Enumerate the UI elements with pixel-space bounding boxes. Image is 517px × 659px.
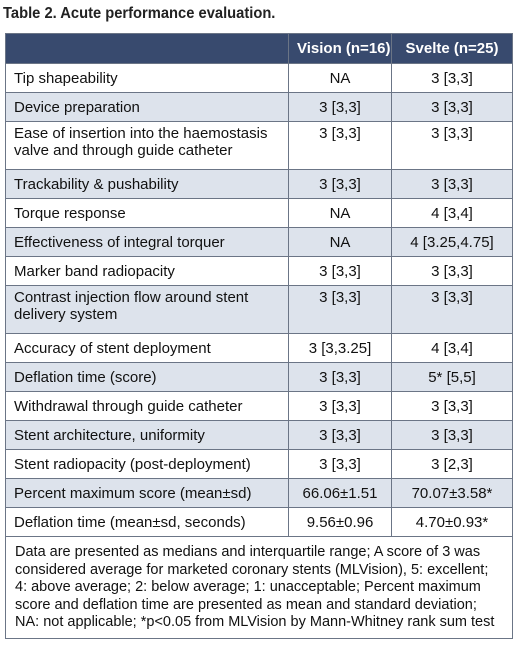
row-label: Stent architecture, uniformity <box>5 420 289 450</box>
svelte-value: 3 [3,3] <box>391 169 513 199</box>
table-row: Effectiveness of integral torquer NA 4 [… <box>5 227 513 257</box>
row-label: Accuracy of stent deployment <box>5 333 289 363</box>
row-label: Stent radiopacity (post-deployment) <box>5 449 289 479</box>
svelte-value: 3 [3,3] <box>391 256 513 286</box>
table-row: Deflation time (score) 3 [3,3] 5* [5,5] <box>5 362 513 392</box>
svelte-value: 3 [3,3] <box>391 92 513 122</box>
vision-value: 3 [3,3.25] <box>288 333 392 363</box>
table-row: Contrast injection flow around stent del… <box>5 285 513 334</box>
svelte-value: 3 [3,3] <box>391 63 513 93</box>
vision-value: 3 [3,3] <box>288 420 392 450</box>
vision-value: NA <box>288 63 392 93</box>
table-title: Table 2. Acute performance evaluation. <box>3 5 276 22</box>
vision-value: 3 [3,3] <box>288 121 392 170</box>
svelte-value: 4.70±0.93* <box>391 507 513 537</box>
table-row: Accuracy of stent deployment 3 [3,3.25] … <box>5 333 513 363</box>
vision-value: 3 [3,3] <box>288 92 392 122</box>
svelte-value: 3 [3,3] <box>391 420 513 450</box>
table-row: Tip shapeability NA 3 [3,3] <box>5 63 513 93</box>
table-row: Stent radiopacity (post-deployment) 3 [3… <box>5 449 513 479</box>
svelte-value: 4 [3,4] <box>391 198 513 228</box>
table-row: Torque response NA 4 [3,4] <box>5 198 513 228</box>
vision-value: 3 [3,3] <box>288 285 392 334</box>
table-row: Stent architecture, uniformity 3 [3,3] 3… <box>5 420 513 450</box>
vision-value: 3 [3,3] <box>288 169 392 199</box>
svelte-value: 70.07±3.58* <box>391 478 513 508</box>
row-label: Contrast injection flow around stent del… <box>5 285 289 334</box>
table-row: Trackability & pushability 3 [3,3] 3 [3,… <box>5 169 513 199</box>
vision-value: NA <box>288 198 392 228</box>
table-row: Percent maximum score (mean±sd) 66.06±1.… <box>5 478 513 508</box>
row-label: Device preparation <box>5 92 289 122</box>
row-label: Deflation time (mean±sd, seconds) <box>5 507 289 537</box>
performance-table: Vision (n=16) Svelte (n=25) Tip shapeabi… <box>5 33 513 639</box>
svelte-value: 3 [3,3] <box>391 391 513 421</box>
header-vision: Vision (n=16) <box>288 33 392 64</box>
svelte-value: 3 [2,3] <box>391 449 513 479</box>
table-row: Withdrawal through guide catheter 3 [3,3… <box>5 391 513 421</box>
header-svelte: Svelte (n=25) <box>391 33 513 64</box>
header-criterion <box>5 33 289 64</box>
svelte-value: 3 [3,3] <box>391 121 513 170</box>
row-label: Torque response <box>5 198 289 228</box>
row-label: Tip shapeability <box>5 63 289 93</box>
row-label: Deflation time (score) <box>5 362 289 392</box>
row-label: Percent maximum score (mean±sd) <box>5 478 289 508</box>
svelte-value: 4 [3.25,4.75] <box>391 227 513 257</box>
vision-value: 66.06±1.51 <box>288 478 392 508</box>
table-row: Device preparation 3 [3,3] 3 [3,3] <box>5 92 513 122</box>
row-label: Trackability & pushability <box>5 169 289 199</box>
vision-value: 3 [3,3] <box>288 362 392 392</box>
svelte-value: 5* [5,5] <box>391 362 513 392</box>
vision-value: 3 [3,3] <box>288 449 392 479</box>
table-footnote: Data are presented as medians and interq… <box>5 536 513 639</box>
row-label: Marker band radiopacity <box>5 256 289 286</box>
row-label: Withdrawal through guide catheter <box>5 391 289 421</box>
footnote-row: Data are presented as medians and interq… <box>5 536 513 639</box>
header-row: Vision (n=16) Svelte (n=25) <box>5 33 513 64</box>
vision-value: 9.56±0.96 <box>288 507 392 537</box>
vision-value: 3 [3,3] <box>288 256 392 286</box>
table-row: Ease of insertion into the haemostasis v… <box>5 121 513 170</box>
row-label: Effectiveness of integral torquer <box>5 227 289 257</box>
table-row: Deflation time (mean±sd, seconds) 9.56±0… <box>5 507 513 537</box>
vision-value: NA <box>288 227 392 257</box>
row-label: Ease of insertion into the haemostasis v… <box>5 121 289 170</box>
vision-value: 3 [3,3] <box>288 391 392 421</box>
svelte-value: 4 [3,4] <box>391 333 513 363</box>
table-row: Marker band radiopacity 3 [3,3] 3 [3,3] <box>5 256 513 286</box>
svelte-value: 3 [3,3] <box>391 285 513 334</box>
